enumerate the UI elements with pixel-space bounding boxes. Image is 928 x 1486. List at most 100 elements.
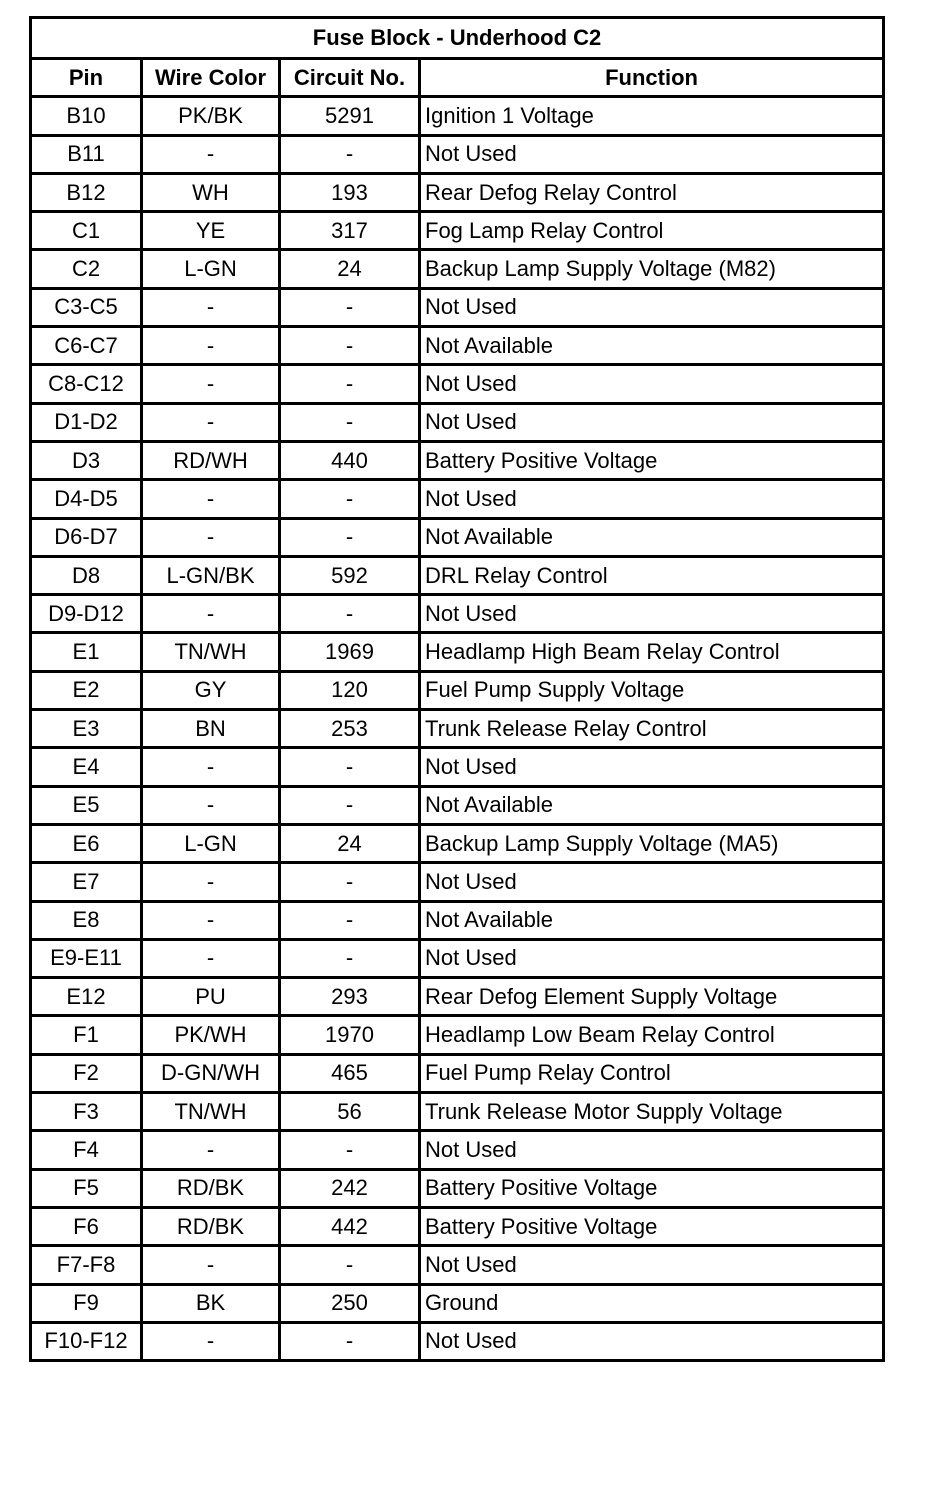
wire-color-cell: - [140,478,281,520]
circuit-no-cell: - [278,363,421,405]
function-cell: Ground [417,1282,886,1324]
function-cell: Battery Positive Voltage [417,439,886,482]
circuit-no-cell: 5291 [278,95,421,137]
circuit-no-cell: 250 [278,1282,421,1324]
function-cell: DRL Relay Control [417,554,886,597]
wire-color-cell: D-GN/WH [140,1052,281,1095]
pin-cell: E3 [29,708,143,750]
circuit-no-cell: - [278,937,421,980]
pin-cell: F5 [29,1167,143,1209]
circuit-no-cell: - [278,401,421,443]
table-row: F6 RD/BK 442 Battery Positive Voltage [29,1205,886,1248]
wire-color-cell: - [140,363,281,405]
table-row: F3 TN/WH 56 Trunk Release Motor Supply Volt… [29,1091,886,1133]
function-cell: Not Used [417,937,886,980]
circuit-no-cell: - [278,133,421,175]
circuit-no-cell: 465 [278,1052,421,1095]
pin-cell: C8-C12 [29,363,143,405]
table-row: E6 L-GN 24 Backup Lamp Supply Voltage (MA5) [29,822,886,865]
pin-cell: D3 [29,439,143,482]
table-row: D8 L-GN/BK 592 DRL Relay Control [29,554,886,597]
wire-color-cell: GY [140,669,281,712]
pin-cell: C2 [29,248,143,290]
pin-cell: D8 [29,554,143,597]
function-cell: Not Used [417,478,886,520]
table-row: E4- - Not Used [29,746,886,788]
function-cell: Fuel Pump Relay Control [417,1052,886,1095]
function-cell: Not Used [417,363,886,405]
table-row: F5 RD/BK 242 Battery Positive Voltage [29,1167,886,1209]
table-row: C6-C7- - Not Available [29,325,886,367]
table-row: F2 D-GN/WH 465 Fuel Pump Relay Control [29,1052,886,1095]
table-row: E8- - Not Available [29,899,886,941]
wire-color-cell: BN [140,708,281,750]
pin-cell: F2 [29,1052,143,1095]
circuit-no-cell: - [278,784,421,826]
pin-cell: F9 [29,1282,143,1324]
circuit-no-cell: 442 [278,1205,421,1248]
pin-cell: F10-F12 [29,1320,143,1363]
header-function: Function [417,56,886,99]
table-row: B12 WH 193 Rear Defog Relay Control [29,171,886,214]
wire-color-cell: - [140,784,281,826]
function-cell: Not Used [417,861,886,903]
circuit-no-cell: - [278,861,421,903]
circuit-no-cell: 242 [278,1167,421,1209]
table-row: B10 PK/BK 5291 Ignition 1 Voltage [29,95,886,137]
circuit-no-cell: - [278,478,421,520]
pin-cell: D1-D2 [29,401,143,443]
circuit-no-cell: 193 [278,171,421,214]
wire-color-cell: TN/WH [140,631,281,673]
function-cell: Rear Defog Element Supply Voltage [417,976,886,1018]
pin-cell: E7 [29,861,143,903]
pin-cell: F3 [29,1091,143,1133]
function-cell: Not Used [417,286,886,329]
pin-cell: C6-C7 [29,325,143,367]
wire-color-cell: L-GN [140,822,281,865]
function-cell: Not Available [417,784,886,826]
function-cell: Backup Lamp Supply Voltage (M82) [417,248,886,290]
function-cell: Not Available [417,899,886,941]
wire-color-cell: - [140,325,281,367]
table-row: E12 PU 293 Rear Defog Element Supply Voltag… [29,976,886,1018]
circuit-no-cell: - [278,516,421,558]
function-cell: Fuel Pump Supply Voltage [417,669,886,712]
wire-color-cell: - [140,1244,281,1286]
function-cell: Not Used [417,746,886,788]
pin-cell: F7-F8 [29,1244,143,1286]
circuit-no-cell: 1970 [278,1014,421,1056]
header-wire-color: Wire Color [140,56,281,99]
wire-color-cell: - [140,133,281,175]
pin-cell: B12 [29,171,143,214]
pin-cell: F6 [29,1205,143,1248]
header-circuit-no: Circuit No. [278,56,421,99]
table-row: F1 PK/WH 1970 Headlamp Low Beam Relay Contr… [29,1014,886,1056]
table-row: E2 GY 120 Fuel Pump Supply Voltage [29,669,886,712]
pin-cell: C1 [29,210,143,252]
pin-cell: E12 [29,976,143,1018]
wire-color-cell: - [140,861,281,903]
header-row: Pin Wire Color Circuit No. Function [29,56,886,99]
wire-color-cell: RD/WH [140,439,281,482]
wire-color-cell: - [140,1320,281,1363]
function-cell: Not Used [417,593,886,635]
pin-cell: E4 [29,746,143,788]
circuit-no-cell: 120 [278,669,421,712]
table-row: B11- - Not Used [29,133,886,175]
pin-cell: E5 [29,784,143,826]
pin-cell: C3-C5 [29,286,143,329]
wire-color-cell: - [140,937,281,980]
table-row: D3 RD/WH 440 Battery Positive Voltage [29,439,886,482]
wire-color-cell: BK [140,1282,281,1324]
pin-cell: F4 [29,1129,143,1171]
function-cell: Not Used [417,1244,886,1286]
header-pin: Pin [29,56,143,99]
function-cell: Ignition 1 Voltage [417,95,886,137]
wire-color-cell: - [140,746,281,788]
function-cell: Fog Lamp Relay Control [417,210,886,252]
wire-color-cell: PU [140,976,281,1018]
function-cell: Battery Positive Voltage [417,1167,886,1209]
circuit-no-cell: 440 [278,439,421,482]
function-cell: Not Available [417,325,886,367]
table-row: D6-D7- - Not Available [29,516,886,558]
